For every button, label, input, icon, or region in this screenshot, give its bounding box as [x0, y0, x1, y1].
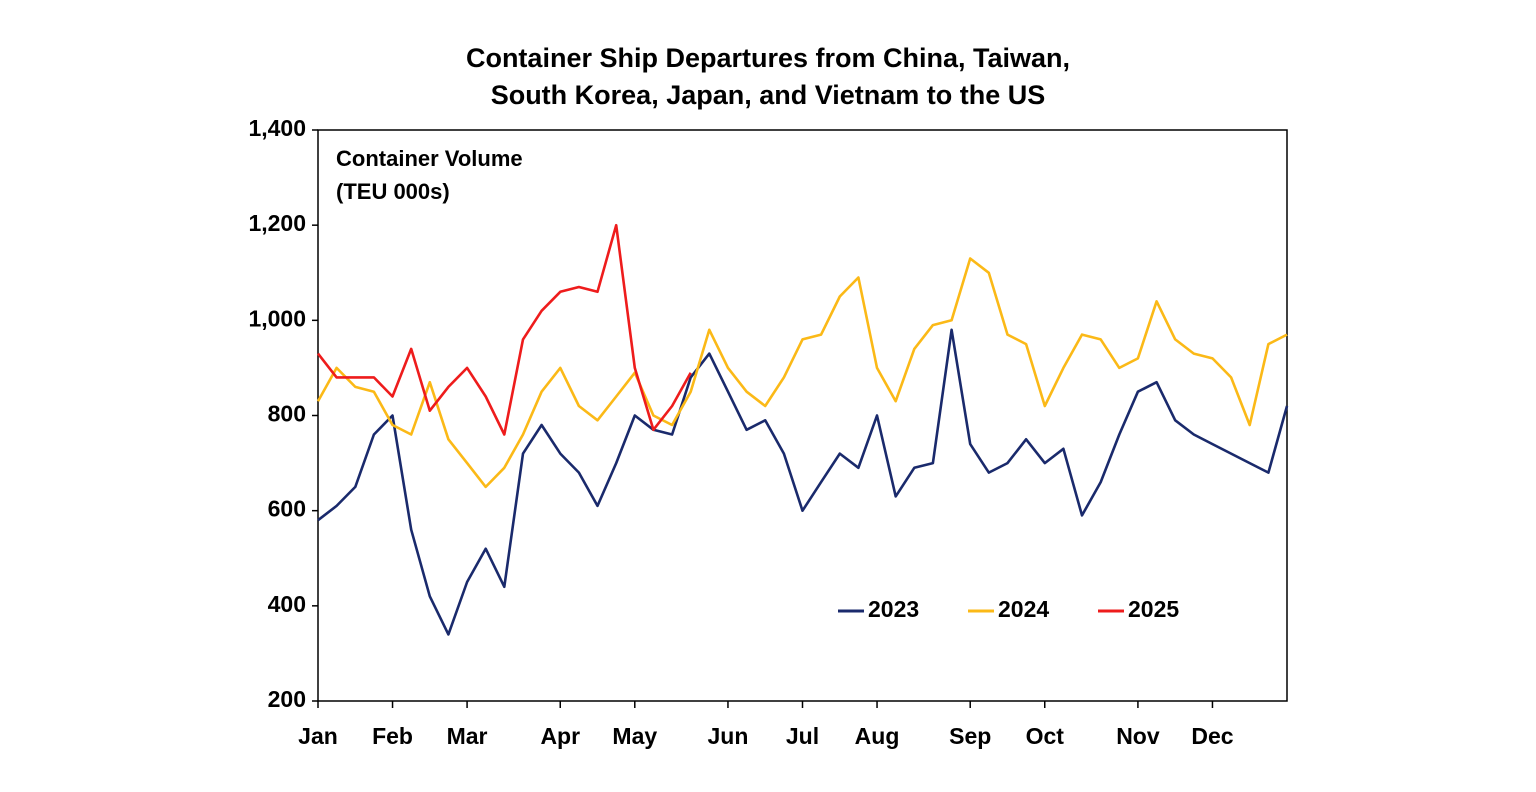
- x-tick-label: Feb: [372, 723, 413, 749]
- y-tick-label: 1,000: [248, 305, 306, 331]
- x-tick-label: May: [612, 723, 657, 749]
- y-tick-label: 400: [268, 591, 306, 617]
- x-tick-label: Mar: [447, 723, 488, 749]
- x-tick-label: Jul: [786, 723, 819, 749]
- x-tick-label: Aug: [855, 723, 900, 749]
- x-tick-label: Jun: [708, 723, 749, 749]
- y-tick-label: 600: [268, 496, 306, 522]
- y-axis-label: Container Volume: [336, 146, 523, 171]
- series-line: [316, 223, 692, 436]
- series-line: [317, 328, 1289, 636]
- x-tick-label: Nov: [1116, 723, 1160, 749]
- y-tick-label: 200: [268, 686, 306, 712]
- y-tick-label: 1,400: [248, 115, 306, 141]
- x-tick-label: Apr: [540, 723, 580, 749]
- chart-title: Container Ship Departures from China, Ta…: [466, 43, 1070, 73]
- x-tick-label: Jan: [298, 723, 338, 749]
- y-tick-label: 1,200: [248, 210, 306, 236]
- legend-label: 2024: [998, 596, 1049, 622]
- x-tick-label: Dec: [1191, 723, 1233, 749]
- series-line: [316, 257, 1288, 489]
- y-axis-label: (TEU 000s): [336, 179, 450, 204]
- x-tick-label: Sep: [949, 723, 991, 749]
- x-tick-label: Oct: [1026, 723, 1065, 749]
- legend-label: 2023: [868, 596, 919, 622]
- y-tick-label: 800: [268, 401, 306, 427]
- chart-title: South Korea, Japan, and Vietnam to the U…: [491, 80, 1046, 110]
- legend-label: 2025: [1128, 596, 1179, 622]
